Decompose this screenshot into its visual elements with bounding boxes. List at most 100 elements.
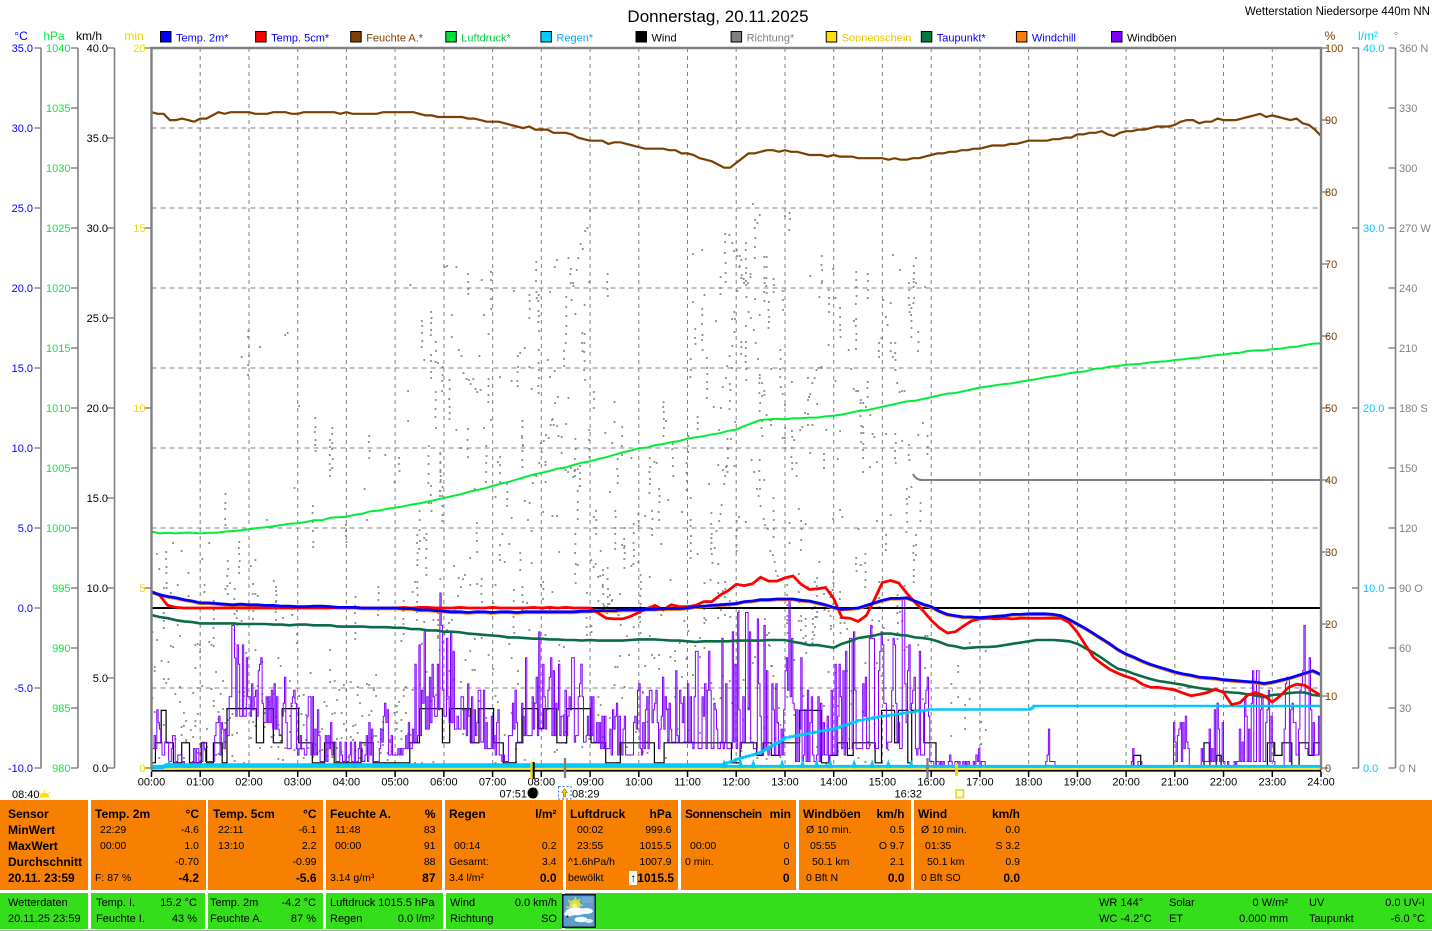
svg-text:1015: 1015 — [46, 343, 70, 355]
svg-text:0.0: 0.0 — [1363, 763, 1378, 775]
svg-text:Taupunkt*: Taupunkt* — [937, 33, 987, 45]
svg-text:90 O: 90 O — [1399, 583, 1423, 595]
svg-text:14:00: 14:00 — [820, 777, 848, 789]
svg-text:°: ° — [1394, 29, 1399, 43]
svg-text:360 N: 360 N — [1399, 43, 1428, 55]
svg-text:1030: 1030 — [46, 163, 70, 175]
svg-text:270 W: 270 W — [1399, 223, 1431, 235]
svg-text:km/h: km/h — [76, 29, 102, 43]
svg-text:Richtung*: Richtung* — [747, 33, 795, 45]
svg-text:10.0: 10.0 — [87, 583, 108, 595]
svg-text:l/m²: l/m² — [1358, 29, 1378, 43]
svg-text:90: 90 — [1325, 115, 1337, 127]
svg-text:Temp. 5cm*: Temp. 5cm* — [271, 33, 330, 45]
svg-text:35.0: 35.0 — [12, 43, 33, 55]
svg-text:-5.0: -5.0 — [14, 683, 33, 695]
svg-text:20.0: 20.0 — [1363, 403, 1384, 415]
svg-text:04:00: 04:00 — [333, 777, 361, 789]
svg-text:21:00: 21:00 — [1161, 777, 1189, 789]
svg-text:20:00: 20:00 — [1112, 777, 1140, 789]
svg-text:5.0: 5.0 — [18, 523, 33, 535]
svg-text:20: 20 — [133, 43, 145, 55]
svg-text:08:00: 08:00 — [528, 777, 556, 789]
svg-text:1035: 1035 — [46, 103, 70, 115]
svg-text:0.0: 0.0 — [18, 603, 33, 615]
svg-text:16:00: 16:00 — [917, 777, 945, 789]
svg-text:0.0: 0.0 — [93, 763, 108, 775]
svg-text:min: min — [124, 29, 143, 43]
svg-text:330: 330 — [1399, 103, 1417, 115]
svg-text:0 N: 0 N — [1399, 763, 1416, 775]
svg-text:40.0: 40.0 — [87, 43, 108, 55]
svg-text:Windböen: Windböen — [1127, 33, 1177, 45]
svg-text:1025: 1025 — [46, 223, 70, 235]
svg-text:23:00: 23:00 — [1259, 777, 1287, 789]
svg-text:11:00: 11:00 — [674, 777, 701, 789]
svg-text:10:00: 10:00 — [625, 777, 653, 789]
svg-text:210: 210 — [1399, 343, 1417, 355]
svg-text:15.0: 15.0 — [12, 363, 33, 375]
svg-text:60: 60 — [1399, 643, 1411, 655]
svg-text:980: 980 — [52, 763, 70, 775]
svg-text:1040: 1040 — [46, 43, 70, 55]
svg-text:15:00: 15:00 — [869, 777, 897, 789]
svg-text:07:51: 07:51 — [499, 789, 527, 801]
svg-text:22:00: 22:00 — [1210, 777, 1238, 789]
svg-text:00:00: 00:00 — [138, 777, 166, 789]
svg-text:10.0: 10.0 — [12, 443, 33, 455]
svg-text:25.0: 25.0 — [87, 313, 108, 325]
svg-text:24:00: 24:00 — [1307, 777, 1335, 789]
svg-text:80: 80 — [1325, 187, 1337, 199]
svg-text:1010: 1010 — [46, 403, 70, 415]
svg-text:07:00: 07:00 — [479, 777, 507, 789]
svg-text:40: 40 — [1325, 475, 1337, 487]
svg-text:150: 150 — [1399, 463, 1417, 475]
svg-text:70: 70 — [1325, 259, 1337, 271]
svg-text:20.0: 20.0 — [87, 403, 108, 415]
svg-text:240: 240 — [1399, 283, 1417, 295]
svg-text:5: 5 — [139, 583, 145, 595]
svg-text:18:00: 18:00 — [1015, 777, 1043, 789]
svg-text:0: 0 — [1325, 763, 1331, 775]
svg-text:30.0: 30.0 — [12, 123, 33, 135]
svg-text:12:00: 12:00 — [722, 777, 750, 789]
svg-text:180 S: 180 S — [1399, 403, 1428, 415]
svg-text:08:29: 08:29 — [572, 789, 600, 801]
svg-text:100: 100 — [1325, 43, 1343, 55]
svg-text:1000: 1000 — [46, 523, 70, 535]
svg-text:10: 10 — [133, 403, 145, 415]
svg-text:30: 30 — [1325, 547, 1337, 559]
svg-text:06:00: 06:00 — [430, 777, 458, 789]
svg-text:40.0: 40.0 — [1363, 43, 1384, 55]
svg-text:20.0: 20.0 — [12, 283, 33, 295]
svg-text:16:32: 16:32 — [894, 789, 922, 801]
svg-text:Sonnenschein: Sonnenschein — [842, 33, 912, 45]
svg-text:30.0: 30.0 — [1363, 223, 1384, 235]
svg-text:13:00: 13:00 — [771, 777, 799, 789]
svg-text:25.0: 25.0 — [12, 203, 33, 215]
svg-text:°C: °C — [14, 29, 28, 43]
svg-text:Windchill: Windchill — [1032, 33, 1076, 45]
svg-text:Luftdruck*: Luftdruck* — [461, 33, 511, 45]
svg-text:Wetterstation Niedersorpe 440m: Wetterstation Niedersorpe 440m NN — [1245, 6, 1430, 18]
svg-text:08:40: 08:40 — [12, 789, 40, 800]
svg-text:60: 60 — [1325, 331, 1337, 343]
svg-text:09:00: 09:00 — [576, 777, 604, 789]
svg-text:%: % — [1325, 29, 1336, 43]
svg-text:15: 15 — [133, 223, 145, 235]
svg-text:Donnerstag, 20.11.2025: Donnerstag, 20.11.2025 — [627, 7, 808, 26]
svg-text:5.0: 5.0 — [93, 673, 108, 685]
svg-text:-10.0: -10.0 — [8, 763, 33, 775]
svg-text:17:00: 17:00 — [966, 777, 994, 789]
svg-text:120: 120 — [1399, 523, 1417, 535]
svg-text:03:00: 03:00 — [284, 777, 312, 789]
svg-text:1005: 1005 — [46, 463, 70, 475]
svg-text:02:00: 02:00 — [235, 777, 263, 789]
svg-text:19:00: 19:00 — [1064, 777, 1092, 789]
svg-text:30.0: 30.0 — [87, 223, 108, 235]
svg-text:Wind: Wind — [652, 33, 677, 45]
svg-text:1020: 1020 — [46, 283, 70, 295]
svg-text:50: 50 — [1325, 403, 1337, 415]
svg-text:01:00: 01:00 — [186, 777, 214, 789]
svg-text:05:00: 05:00 — [381, 777, 409, 789]
